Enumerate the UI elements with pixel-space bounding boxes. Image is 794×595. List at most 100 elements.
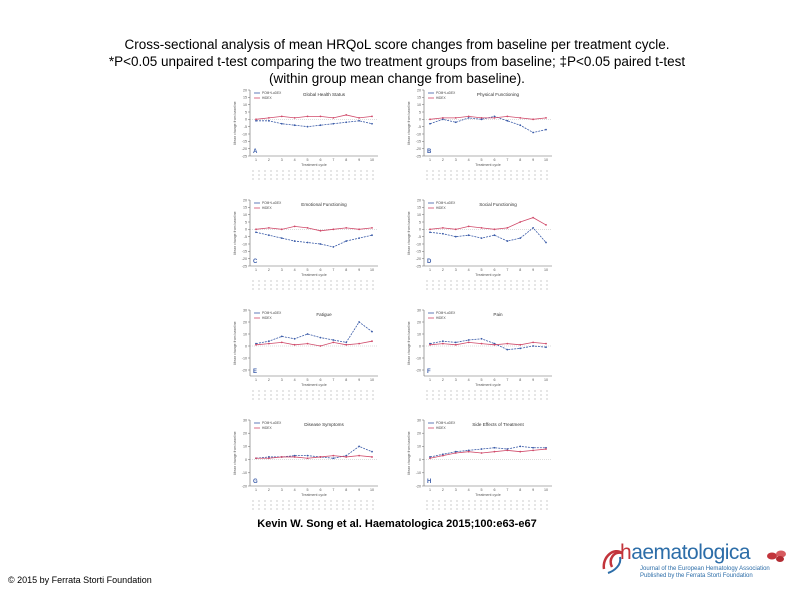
data-point [532, 226, 535, 229]
data-point [332, 339, 335, 341]
x-tick-label: 8 [519, 488, 521, 492]
data-point [371, 456, 373, 458]
x-tick-label: 8 [519, 268, 521, 272]
data-point [267, 342, 270, 345]
data-point [358, 237, 361, 240]
y-tick-label: -10 [242, 132, 247, 136]
y-tick-label: 30 [243, 418, 247, 422]
data-point [454, 343, 457, 346]
panel-letter: F [427, 369, 431, 375]
data-point [255, 343, 257, 346]
data-point [467, 115, 470, 118]
data-point [319, 115, 322, 118]
x-tick-label: 8 [345, 158, 347, 162]
y-tick-label: -20 [416, 257, 421, 261]
series-line-1 [255, 225, 373, 232]
data-point [454, 235, 457, 238]
series-line-1 [429, 217, 547, 230]
x-tick-label: 8 [519, 158, 521, 162]
y-tick-label: 15 [243, 96, 247, 100]
x-tick-label: 4 [294, 488, 296, 492]
data-point [506, 115, 509, 118]
y-tick-label: 15 [417, 206, 421, 210]
y-tick-label: 10 [417, 213, 421, 217]
data-point [506, 449, 509, 452]
chart-panel-h: -20 -10 0 10 20 30 Mean change from baseline 1 2… [402, 414, 564, 516]
data-point [332, 246, 335, 248]
x-tick-label: 9 [358, 158, 360, 162]
data-point [506, 342, 509, 345]
data-point [519, 347, 522, 350]
chart-panel-b: -25 -20 -15 -10 -5 0 5 10 15 20 Mean change from b… [402, 84, 564, 186]
legend-label: HiDEX [436, 426, 446, 430]
data-point [532, 131, 535, 134]
data-point [441, 342, 444, 345]
y-tick-label: -10 [242, 356, 247, 360]
x-tick-label: 7 [506, 378, 508, 382]
data-point [519, 116, 522, 119]
data-point [332, 116, 335, 119]
data-point [454, 452, 457, 454]
data-point [493, 446, 496, 449]
x-axis-label: Treatment cycle [301, 383, 326, 387]
data-point [545, 116, 547, 119]
data-point [545, 346, 547, 349]
data-point [441, 226, 444, 229]
y-tick-label: 0 [419, 228, 421, 232]
data-point [454, 450, 457, 453]
data-point [480, 337, 483, 340]
data-point [441, 232, 444, 235]
y-tick-label: 20 [243, 88, 247, 92]
x-tick-label: 9 [532, 268, 534, 272]
x-tick-label: 1 [429, 268, 431, 272]
data-point [467, 116, 470, 119]
series-line-0 [429, 338, 547, 351]
x-tick-label: 3 [281, 378, 283, 382]
data-point [280, 228, 283, 231]
data-point [358, 445, 361, 448]
y-tick-label: -10 [416, 471, 421, 475]
x-tick-label: 8 [345, 378, 347, 382]
data-point [467, 234, 470, 237]
y-tick-label: 5 [245, 110, 247, 114]
data-point [267, 119, 270, 122]
data-point [345, 456, 348, 458]
data-point [358, 116, 361, 119]
chart-svg: -20 -10 0 10 20 30 Mean change from baseline 1 2… [233, 418, 378, 510]
data-point [467, 450, 470, 453]
chart-title: Emotional Functioning [301, 202, 347, 207]
y-tick-label: 10 [417, 103, 421, 107]
x-tick-label: 5 [307, 488, 309, 492]
y-tick-label: 10 [417, 332, 421, 336]
x-tick-label: 7 [332, 268, 334, 272]
x-tick-label: 6 [319, 488, 321, 492]
legend-label: POM+LoDEX [262, 91, 282, 95]
data-point [358, 228, 361, 231]
data-point [293, 343, 296, 346]
x-tick-label: 10 [544, 158, 548, 162]
y-tick-label: -25 [242, 264, 247, 268]
y-axis-label: Mean change from baseline [407, 211, 411, 254]
x-tick-label: 5 [481, 378, 483, 382]
x-tick-label: 1 [429, 378, 431, 382]
chart-svg: -20 -10 0 10 20 30 Mean change from baseline 1 2… [407, 308, 552, 400]
y-tick-label: 0 [419, 344, 421, 348]
data-point [506, 240, 509, 242]
series-line-0 [429, 445, 546, 458]
data-point [506, 448, 509, 450]
y-tick-label: -10 [416, 242, 421, 246]
series-line-1 [429, 448, 547, 459]
x-tick-label: 2 [442, 158, 444, 162]
chart-panel-d: -25 -20 -15 -10 -5 0 5 10 15 20 Mean change from b… [402, 194, 564, 296]
y-tick-label: 15 [243, 206, 247, 210]
legend-label: HiDEX [436, 96, 446, 100]
x-tick-label: 2 [442, 268, 444, 272]
x-tick-label: 5 [307, 378, 309, 382]
logo-wordmark: haematologica [620, 541, 751, 564]
y-tick-label: 30 [243, 308, 247, 312]
x-axis-label: Treatment cycle [475, 163, 500, 167]
x-tick-label: 4 [294, 378, 296, 382]
data-point [506, 119, 509, 122]
data-point [371, 450, 373, 453]
